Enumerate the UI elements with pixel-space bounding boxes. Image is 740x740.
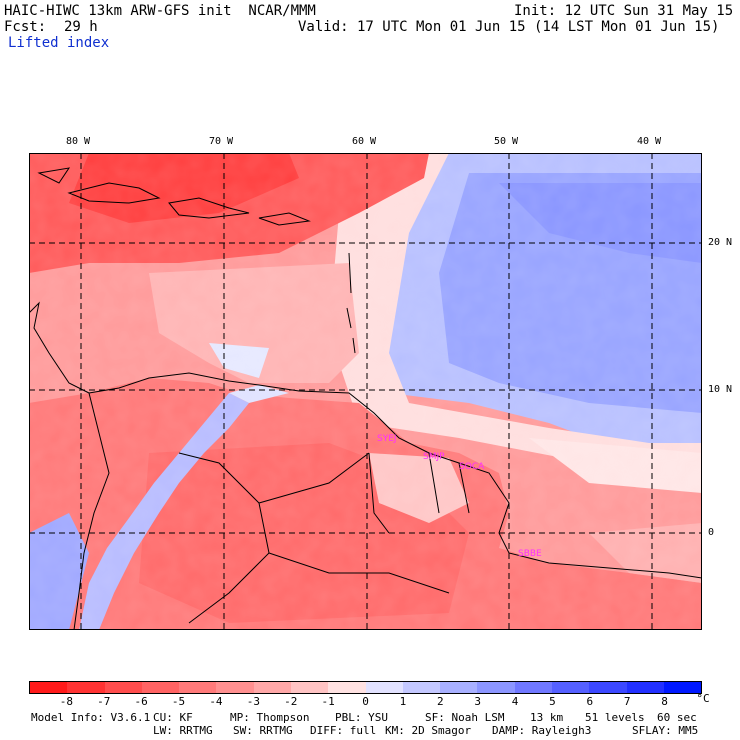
colorbar-tick-label: 2 xyxy=(436,695,444,708)
graticule xyxy=(29,153,702,630)
colorbar-tick-label: -2 xyxy=(284,695,298,708)
colorbar-tick-label: 0 xyxy=(362,695,369,708)
lon-label-80w: 80 W xyxy=(66,136,91,147)
colorbar-swatch-8 xyxy=(328,682,366,693)
lat-label-20n: 20 N xyxy=(708,237,733,248)
lon-label-60w: 60 W xyxy=(352,136,377,147)
station-label-3: SOCA xyxy=(459,462,485,472)
footer-model-info: Model Info: V3.6.1 xyxy=(31,711,151,724)
valid-time: Valid: 17 UTC Mon 01 Jun 15 (14 LST Mon … xyxy=(298,19,720,35)
station-label-4: SBBE xyxy=(518,549,542,559)
colorbar-swatch-3 xyxy=(141,682,180,693)
footer-levels: 51 levels xyxy=(585,711,645,724)
map-frame xyxy=(29,153,702,630)
colorbar-unit: °C xyxy=(696,692,710,705)
footer-timestep: 60 sec xyxy=(657,711,697,724)
footer-res: 13 km xyxy=(530,711,564,724)
lat-label-eq: 0 xyxy=(708,527,715,538)
station-label-2: SMJP xyxy=(423,452,445,462)
colorbar-tick-label: 3 xyxy=(474,695,481,708)
footer-sf: SF: Noah LSM xyxy=(425,711,505,724)
lon-label-40w: 40 W xyxy=(637,136,662,147)
footer-cu: CU: KF xyxy=(153,711,193,724)
lon-label-50w: 50 W xyxy=(494,136,519,147)
colorbar-swatch-12 xyxy=(477,682,515,693)
colorbar-tick-label: -6 xyxy=(134,695,148,708)
footer-sw: SW: RRTMG xyxy=(233,724,293,737)
colorbar-tick-label: -1 xyxy=(321,695,335,708)
colorbar-swatch-11 xyxy=(440,682,478,693)
colorbar-tick-label: -8 xyxy=(59,695,73,708)
colorbar-swatch-4 xyxy=(179,682,217,693)
colorbar-tick-label: 8 xyxy=(661,695,668,708)
colorbar-tick-label: 4 xyxy=(511,695,519,708)
forecast-hour-label: Fcst: xyxy=(4,19,47,35)
footer-sflay: SFLAY: MM5 xyxy=(632,724,699,737)
colorbar-swatch-9 xyxy=(365,682,403,693)
footer-damp: DAMP: Rayleigh3 xyxy=(492,724,592,737)
colorbar-swatch-0 xyxy=(30,682,68,693)
colorbar-swatch-6 xyxy=(253,682,291,693)
colorbar-swatch-1 xyxy=(67,682,105,693)
colorbar xyxy=(29,681,702,694)
forecast-hour-value: 29 h xyxy=(64,19,98,35)
colorbar-tick-label: -5 xyxy=(171,695,186,708)
colorbar-tick-label: -7 xyxy=(97,695,111,708)
footer-mp: MP: Thompson xyxy=(230,711,310,724)
coastlines xyxy=(29,167,702,630)
colorbar-swatch-13 xyxy=(514,682,552,693)
field-name: Lifted index xyxy=(8,35,110,51)
colorbar-swatch-15 xyxy=(589,682,627,693)
footer-km: KM: 2D Smagor xyxy=(385,724,472,737)
colorbar-swatch-16 xyxy=(626,682,664,693)
colorbar-swatch-10 xyxy=(402,682,441,693)
station-label-1: SYEJ xyxy=(377,434,397,444)
footer-pbl: PBL: YSU xyxy=(335,711,388,724)
lon-label-70w: 70 W xyxy=(209,136,234,147)
init-time: Init: 12 UTC Sun 31 May 15 xyxy=(514,3,734,19)
colorbar-tick-label: 5 xyxy=(549,695,556,708)
colorbar-tick-label: -3 xyxy=(246,695,260,708)
footer-lw: LW: RRTMG xyxy=(153,724,213,737)
footer-diff: DIFF: full xyxy=(310,724,377,737)
lifted-index-map: SYEJ SMJP SOCA SBBE xyxy=(29,153,702,630)
colorbar-tick-label: 6 xyxy=(586,695,594,708)
colorbar-swatch-17 xyxy=(663,682,702,693)
colorbar-tick-label: -4 xyxy=(209,695,223,708)
colorbar-tick-label: 1 xyxy=(399,695,407,708)
colorbar-swatch-7 xyxy=(290,682,329,693)
field-texture xyxy=(29,153,702,630)
colorbar-swatch-14 xyxy=(551,682,590,693)
colorbar-swatch-2 xyxy=(104,682,142,693)
model-title: HAIC-HIWC 13km ARW-GFS init NCAR/MMM xyxy=(4,3,316,19)
colorbar-swatch-5 xyxy=(216,682,254,693)
colorbar-tick-label: 7 xyxy=(623,695,631,708)
lat-label-10n: 10 N xyxy=(708,384,733,395)
